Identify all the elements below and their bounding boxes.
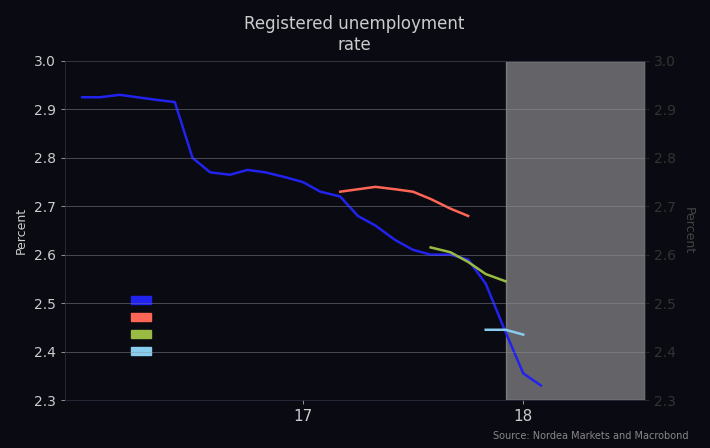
Legend: , , , : , , , — [128, 292, 164, 361]
Y-axis label: Percent: Percent — [682, 207, 695, 254]
Bar — [506, 61, 645, 400]
Title: Registered unemployment
rate: Registered unemployment rate — [244, 15, 465, 54]
Y-axis label: Percent: Percent — [15, 207, 28, 254]
Text: Source: Nordea Markets and Macrobond: Source: Nordea Markets and Macrobond — [493, 431, 689, 441]
